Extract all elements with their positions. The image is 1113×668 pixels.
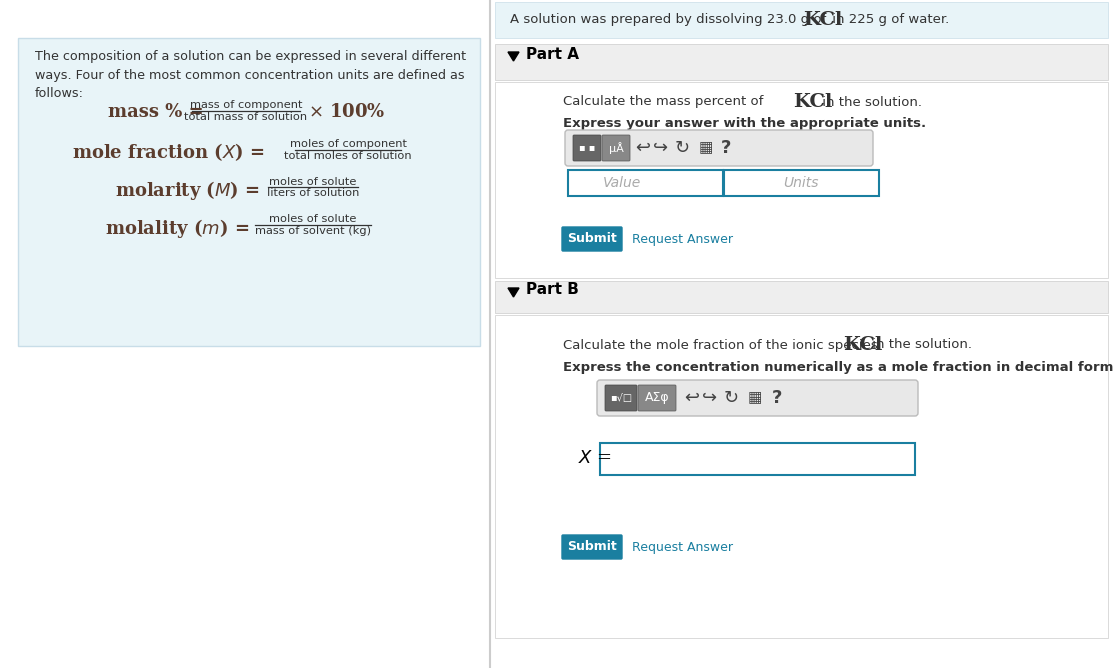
Text: μÅ: μÅ <box>609 142 623 154</box>
FancyBboxPatch shape <box>573 135 601 161</box>
FancyBboxPatch shape <box>565 130 873 166</box>
Text: Express your answer with the appropriate units.: Express your answer with the appropriate… <box>563 116 926 130</box>
Text: The composition of a solution can be expressed in several different
ways. Four o: The composition of a solution can be exp… <box>35 50 466 100</box>
Text: $X$ =: $X$ = <box>578 449 612 467</box>
Text: KCl: KCl <box>792 93 833 111</box>
FancyBboxPatch shape <box>495 315 1109 638</box>
Text: moles of component: moles of component <box>289 139 406 149</box>
Text: A solution was prepared by dissolving 23.0 g of: A solution was prepared by dissolving 23… <box>510 13 830 27</box>
Text: Express the concentration numerically as a mole fraction in decimal form.: Express the concentration numerically as… <box>563 361 1113 375</box>
Text: ↩: ↩ <box>684 389 700 407</box>
Text: moles of solute: moles of solute <box>269 177 356 187</box>
Text: Submit: Submit <box>568 540 617 554</box>
Text: ↩: ↩ <box>636 139 651 157</box>
Text: ↻: ↻ <box>723 389 739 407</box>
Text: molarity ($M$) =: molarity ($M$) = <box>115 178 259 202</box>
FancyBboxPatch shape <box>638 385 676 411</box>
Text: $\times$ 100%: $\times$ 100% <box>308 103 385 121</box>
Text: mass of solvent (kg): mass of solvent (kg) <box>255 226 371 236</box>
Text: ▦: ▦ <box>748 391 762 405</box>
Text: ΑΣφ: ΑΣφ <box>644 391 669 405</box>
Text: KCl: KCl <box>802 11 843 29</box>
FancyBboxPatch shape <box>568 170 723 196</box>
Text: in 225 g of water.: in 225 g of water. <box>828 13 949 27</box>
Text: ?: ? <box>771 389 782 407</box>
FancyBboxPatch shape <box>600 443 915 475</box>
Text: total moles of solution: total moles of solution <box>284 151 412 161</box>
FancyBboxPatch shape <box>495 44 1109 80</box>
Polygon shape <box>508 288 519 297</box>
Text: Value: Value <box>603 176 641 190</box>
Text: ↻: ↻ <box>674 139 690 157</box>
Text: total mass of solution: total mass of solution <box>185 112 307 122</box>
Text: Part A: Part A <box>526 47 579 62</box>
Text: ▪√□: ▪√□ <box>610 393 632 403</box>
Text: mass of component: mass of component <box>189 100 303 110</box>
Text: in the solution.: in the solution. <box>818 96 922 108</box>
Polygon shape <box>508 52 519 61</box>
FancyBboxPatch shape <box>18 38 480 346</box>
Text: mole fraction ($X$) =: mole fraction ($X$) = <box>72 141 265 163</box>
Text: ▪ ▪: ▪ ▪ <box>579 143 595 153</box>
Text: Part B: Part B <box>526 282 579 297</box>
Text: Request Answer: Request Answer <box>632 540 733 554</box>
Text: in the solution.: in the solution. <box>868 339 972 351</box>
FancyBboxPatch shape <box>495 2 1109 38</box>
FancyBboxPatch shape <box>605 385 637 411</box>
FancyBboxPatch shape <box>723 170 879 196</box>
Text: ↪: ↪ <box>653 139 669 157</box>
FancyBboxPatch shape <box>597 380 918 416</box>
Text: moles of solute: moles of solute <box>269 214 356 224</box>
Text: molality ($m$) =: molality ($m$) = <box>105 216 249 240</box>
Text: KCl: KCl <box>843 336 883 354</box>
Text: mass % =: mass % = <box>108 103 204 121</box>
Text: ↪: ↪ <box>702 389 718 407</box>
Text: Units: Units <box>784 176 819 190</box>
Text: Calculate the mole fraction of the ionic species: Calculate the mole fraction of the ionic… <box>563 339 881 351</box>
Text: ?: ? <box>721 139 731 157</box>
FancyBboxPatch shape <box>562 535 622 559</box>
Text: liters of solution: liters of solution <box>267 188 359 198</box>
Text: Request Answer: Request Answer <box>632 232 733 246</box>
Text: ▦: ▦ <box>699 140 713 156</box>
FancyBboxPatch shape <box>495 82 1109 278</box>
FancyBboxPatch shape <box>495 281 1109 313</box>
FancyBboxPatch shape <box>562 227 622 251</box>
Text: Submit: Submit <box>568 232 617 246</box>
FancyBboxPatch shape <box>602 135 630 161</box>
Text: Calculate the mass percent of: Calculate the mass percent of <box>563 96 768 108</box>
